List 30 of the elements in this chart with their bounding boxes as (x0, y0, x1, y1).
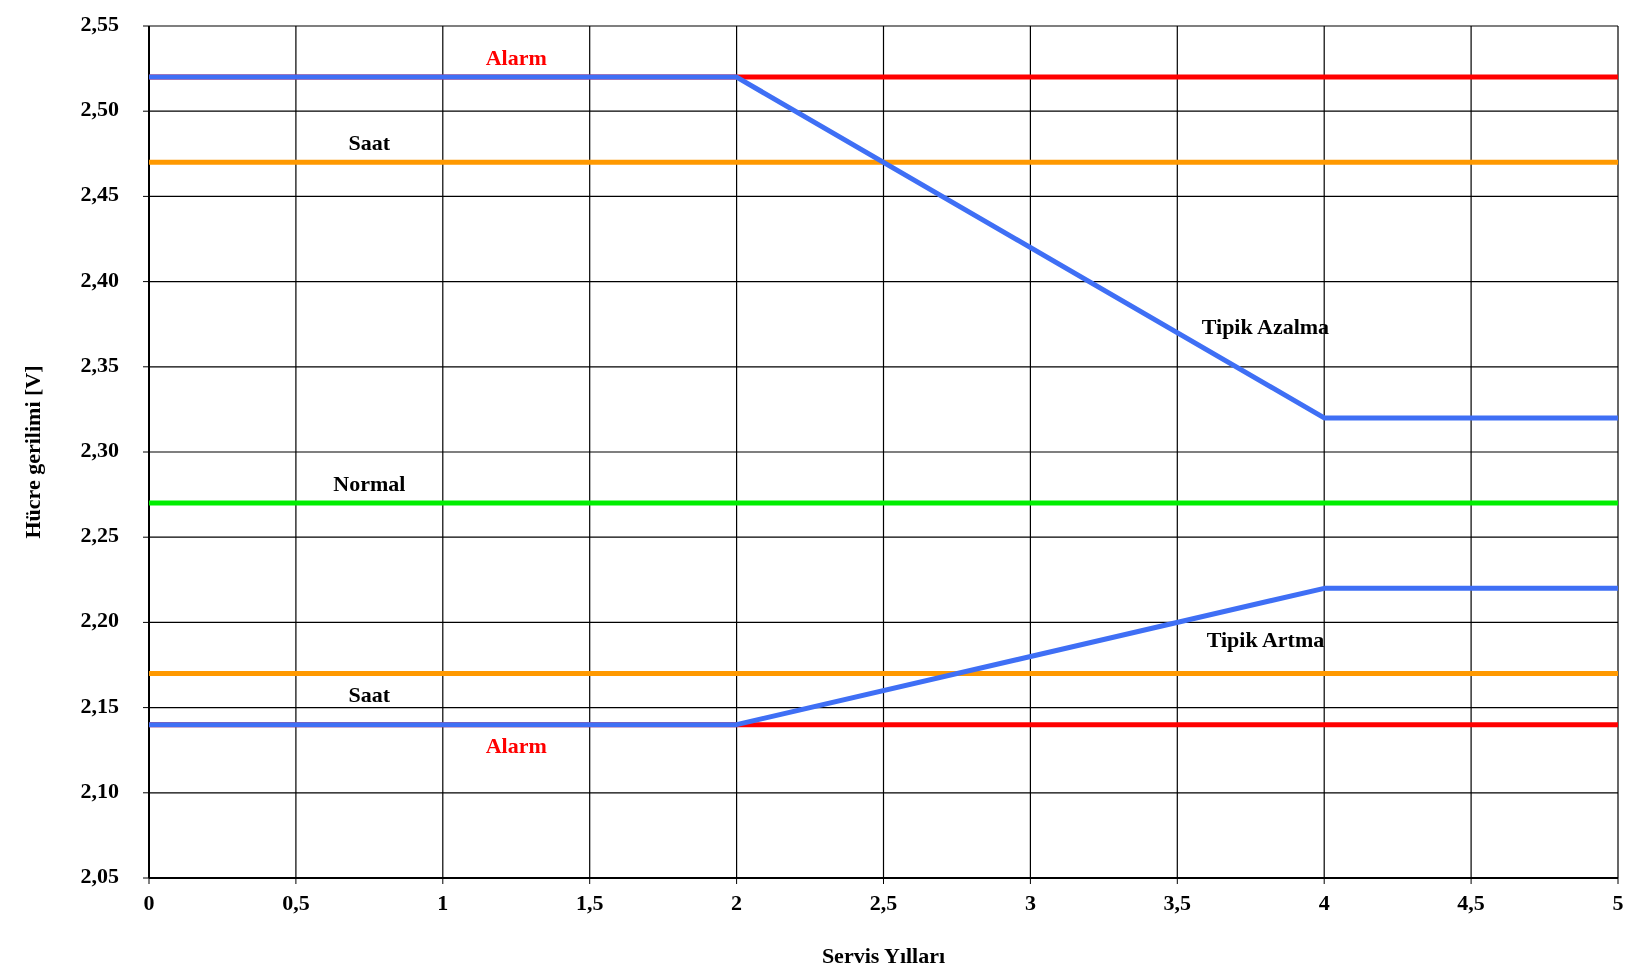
ref-line-label: Normal (333, 471, 406, 497)
x-tick-label: 4 (1318, 890, 1330, 915)
ref-line-label: Alarm (485, 732, 547, 758)
x-tick-label: 4,5 (1457, 890, 1485, 915)
y-tick-label: 2,20 (80, 607, 119, 633)
x-tick-label: 2,5 (869, 890, 898, 915)
x-tick-label: 3,5 (1163, 890, 1192, 915)
ref-line-label: Alarm (485, 45, 547, 71)
y-tick-label: 2,05 (80, 863, 119, 889)
y-tick-label: 2,40 (80, 266, 119, 292)
x-tick-label: 2 (731, 890, 743, 915)
y-tick-label: 2,15 (80, 692, 119, 718)
y-tick-label: 2,35 (80, 351, 119, 377)
y-axis-title: Hücre gerilimi [V] (20, 365, 45, 539)
x-tick-label: 1 (437, 890, 449, 915)
x-axis-title: Servis Yılları (821, 943, 946, 968)
x-tick-label: 0 (143, 890, 155, 915)
ref-line-label: Saat (348, 130, 391, 156)
y-tick-label: 2,50 (80, 96, 119, 122)
y-tick-label: 2,25 (80, 522, 119, 548)
ref-line-label: Saat (348, 681, 391, 707)
y-tick-label: 2,30 (80, 437, 119, 463)
y-tick-label: 2,45 (80, 181, 119, 207)
x-tick-label: 5 (1612, 890, 1624, 915)
series-label: Tipik Artma (1206, 627, 1325, 652)
x-tick-label: 1,5 (575, 890, 604, 915)
y-tick-label: 2,10 (80, 777, 119, 803)
x-tick-label: 0,5 (282, 890, 310, 915)
y-tick-label: 2,55 (80, 11, 119, 37)
x-tick-label: 3 (1024, 890, 1036, 915)
